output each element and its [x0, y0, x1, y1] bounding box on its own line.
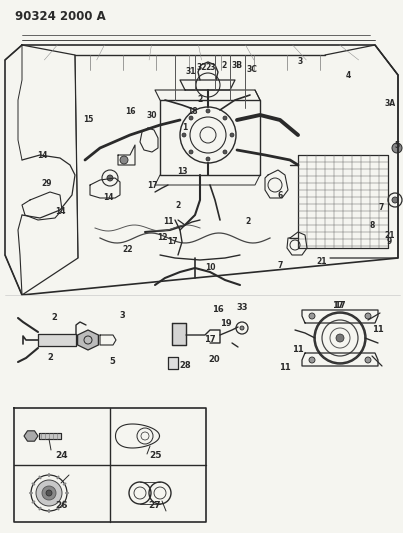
Text: 11: 11 — [163, 217, 173, 227]
Text: 25: 25 — [149, 450, 161, 459]
Text: 17: 17 — [167, 238, 177, 246]
Circle shape — [36, 480, 62, 506]
Text: 16: 16 — [212, 305, 224, 314]
Text: 23: 23 — [206, 63, 216, 72]
Circle shape — [120, 156, 128, 164]
Text: 2: 2 — [47, 353, 53, 362]
Circle shape — [365, 357, 371, 363]
Text: 7: 7 — [378, 203, 384, 212]
Text: 24: 24 — [56, 450, 69, 459]
Text: 8: 8 — [369, 221, 375, 230]
Text: 2: 2 — [175, 200, 181, 209]
Text: 11: 11 — [279, 364, 291, 373]
Circle shape — [309, 313, 315, 319]
Text: 2: 2 — [221, 61, 226, 69]
Circle shape — [189, 150, 193, 154]
Text: 6: 6 — [277, 190, 283, 199]
Text: 5: 5 — [395, 141, 399, 149]
Text: 90324 2000 A: 90324 2000 A — [15, 10, 106, 23]
Text: 28: 28 — [179, 360, 191, 369]
Text: 29: 29 — [42, 179, 52, 188]
Polygon shape — [24, 431, 38, 441]
Text: 19: 19 — [220, 319, 232, 327]
Text: 15: 15 — [83, 116, 93, 125]
Text: 14: 14 — [103, 193, 113, 203]
Circle shape — [206, 109, 210, 113]
Text: 3: 3 — [297, 58, 303, 67]
Text: 2: 2 — [197, 95, 203, 104]
Text: 21: 21 — [317, 257, 327, 266]
Text: 31: 31 — [186, 68, 196, 77]
Text: 26: 26 — [56, 500, 68, 510]
Circle shape — [107, 175, 113, 181]
Text: 3: 3 — [119, 311, 125, 319]
Text: 13: 13 — [177, 167, 187, 176]
Text: 14: 14 — [37, 150, 47, 159]
Text: 20: 20 — [208, 356, 220, 365]
Circle shape — [223, 150, 227, 154]
Text: 7: 7 — [277, 261, 283, 270]
Circle shape — [223, 116, 227, 120]
Polygon shape — [38, 334, 76, 346]
Text: 11: 11 — [372, 326, 384, 335]
Text: 5: 5 — [109, 358, 115, 367]
Text: 33: 33 — [236, 303, 248, 312]
Polygon shape — [39, 433, 61, 439]
Circle shape — [392, 197, 398, 203]
Circle shape — [46, 490, 52, 496]
Circle shape — [240, 326, 244, 330]
Text: 27: 27 — [149, 500, 161, 510]
Circle shape — [336, 334, 344, 342]
Text: 11: 11 — [292, 345, 304, 354]
Text: 1: 1 — [183, 124, 188, 133]
Text: 12: 12 — [157, 233, 167, 243]
Circle shape — [392, 143, 402, 153]
Text: 17: 17 — [204, 335, 216, 344]
Text: 3C: 3C — [247, 66, 258, 75]
Text: 16: 16 — [125, 108, 135, 117]
Circle shape — [42, 486, 56, 500]
Text: 3A: 3A — [384, 99, 396, 108]
Text: 30: 30 — [147, 110, 157, 119]
Text: 4: 4 — [345, 70, 351, 79]
Circle shape — [189, 116, 193, 120]
Text: 17: 17 — [332, 301, 344, 310]
Polygon shape — [172, 323, 186, 345]
Text: 14: 14 — [55, 207, 65, 216]
Circle shape — [365, 313, 371, 319]
Text: 17: 17 — [147, 181, 157, 190]
Circle shape — [182, 133, 186, 137]
Polygon shape — [168, 357, 178, 369]
Text: 10: 10 — [205, 263, 215, 272]
Circle shape — [309, 357, 315, 363]
Text: 18: 18 — [187, 108, 197, 117]
Text: 22: 22 — [123, 246, 133, 254]
Text: 21: 21 — [385, 230, 395, 239]
Text: 3B: 3B — [231, 61, 243, 69]
Text: 32: 32 — [197, 62, 207, 71]
Text: 2: 2 — [245, 217, 251, 227]
Text: 2: 2 — [51, 313, 57, 322]
Circle shape — [230, 133, 234, 137]
Polygon shape — [78, 330, 98, 350]
Text: 9: 9 — [386, 238, 392, 246]
Text: 17: 17 — [334, 302, 346, 311]
Circle shape — [206, 157, 210, 161]
